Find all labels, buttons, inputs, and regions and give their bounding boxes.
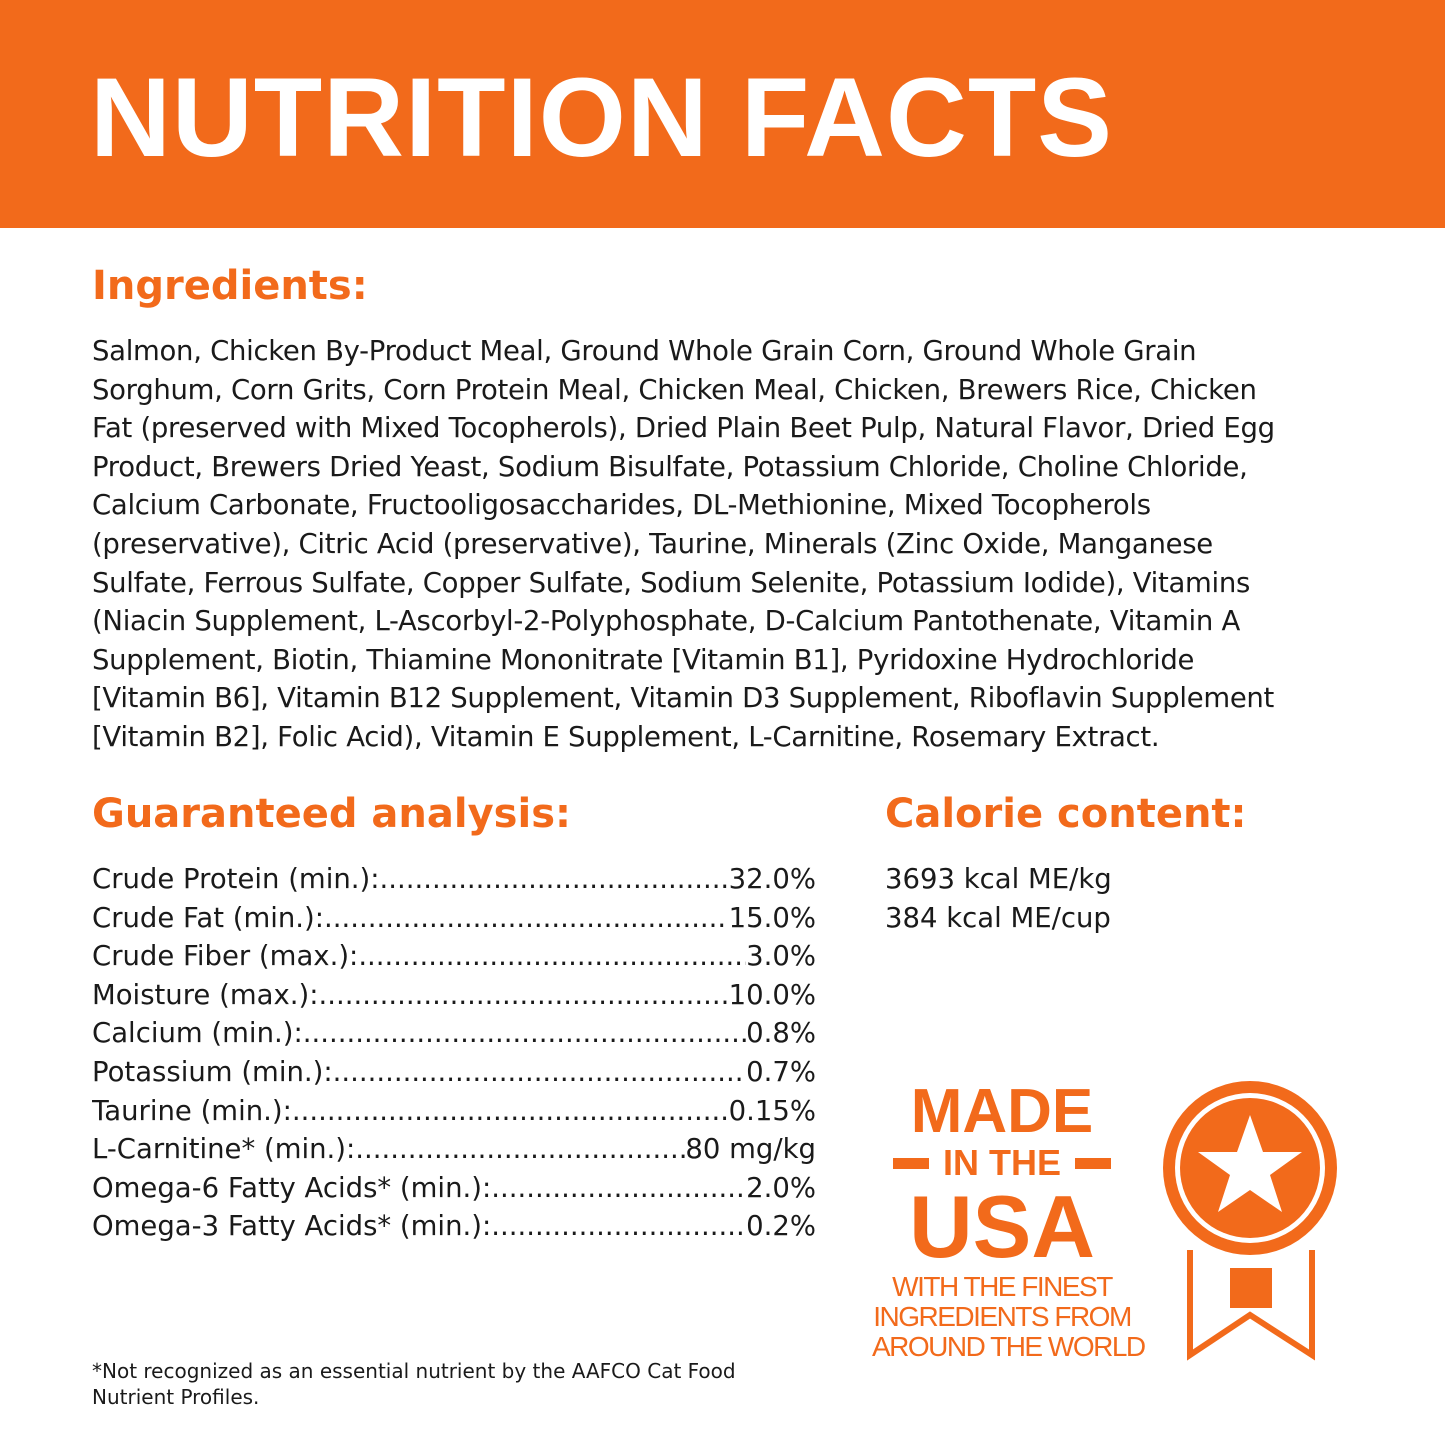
calorie-line: 384 kcal ME/cup bbox=[885, 901, 1111, 934]
analysis-row: L-Carnitine* (min.): 80 mg/kg bbox=[92, 1130, 816, 1169]
analysis-label: Crude Fat (min.): bbox=[92, 901, 325, 934]
analysis-row: Crude Protein (min.): 32.0% bbox=[92, 860, 816, 899]
dot-leader bbox=[491, 1169, 746, 1208]
analysis-heading: Guaranteed analysis: bbox=[92, 791, 572, 837]
badge-tagline: WITH THE FINEST bbox=[892, 1271, 1113, 1302]
ingredients-line: Salmon, Chicken By-Product Meal, Ground … bbox=[92, 335, 1197, 367]
dot-leader bbox=[333, 1053, 746, 1092]
analysis-value: 3.0% bbox=[746, 940, 816, 973]
analysis-label: Calcium (min.): bbox=[92, 1017, 303, 1050]
calorie-values: 3693 kcal ME/kg 384 kcal ME/cup bbox=[885, 860, 1112, 937]
analysis-row: Potassium (min.): 0.7% bbox=[92, 1053, 816, 1092]
footnote-line: *Not recognized as an essential nutrient… bbox=[92, 1359, 736, 1383]
analysis-label: Crude Fiber (max.): bbox=[92, 940, 359, 973]
ingredients-text: Salmon, Chicken By-Product Meal, Ground … bbox=[92, 332, 1275, 757]
analysis-row: Omega-3 Fatty Acids* (min.): 0.2% bbox=[92, 1207, 816, 1246]
ingredients-line: Sulfate, Ferrous Sulfate, Copper Sulfate… bbox=[92, 566, 1251, 599]
badge-dash-left bbox=[892, 1157, 929, 1169]
dot-leader bbox=[303, 1014, 746, 1053]
analysis-label: Moisture (max.): bbox=[92, 978, 319, 1011]
analysis-label: Taurine (min.): bbox=[92, 1094, 292, 1127]
dot-leader bbox=[324, 899, 729, 938]
analysis-label: Potassium (min.): bbox=[92, 1055, 333, 1088]
analysis-label: Crude Protein (min.): bbox=[92, 863, 380, 895]
analysis-row: Omega-6 Fatty Acids* (min.): 2.0% bbox=[92, 1169, 816, 1208]
badge-in-the-row: IN THE bbox=[872, 1144, 1132, 1182]
dot-leader bbox=[491, 1207, 746, 1246]
ingredients-line: Calcium Carbonate, Fructooligosaccharide… bbox=[92, 489, 1151, 522]
ingredients-line: Supplement, Biotin, Thiamine Mononitrate… bbox=[92, 643, 1195, 676]
ingredients-line: (preservative), Citric Acid (preservativ… bbox=[92, 527, 1213, 560]
analysis-row: Calcium (min.): 0.8% bbox=[92, 1014, 816, 1053]
analysis-table: Crude Protein (min.): 32.0% Crude Fat (min… bbox=[92, 860, 816, 1246]
analysis-value: 80 mg/kg bbox=[685, 1133, 816, 1166]
badge-made: MADE bbox=[910, 1077, 1094, 1146]
page-title: NUTRITION FACTS bbox=[90, 55, 1113, 180]
analysis-value: 15.0% bbox=[728, 901, 816, 934]
ingredients-line: Product, Brewers Dried Yeast, Sodium Bis… bbox=[92, 450, 1248, 483]
analysis-value: 0.2% bbox=[746, 1210, 816, 1243]
analysis-value: 0.15% bbox=[728, 1094, 816, 1127]
dot-leader bbox=[318, 976, 728, 1015]
ingredients-line: Fat (preserved with Mixed Tocopherols), … bbox=[92, 412, 1275, 445]
analysis-label: L-Carnitine* (min.): bbox=[92, 1133, 356, 1166]
header-banner: NUTRITION FACTS bbox=[0, 0, 1445, 228]
dot-leader bbox=[355, 1130, 685, 1169]
ingredients-line: [Vitamin B6], Vitamin B12 Supplement, Vi… bbox=[92, 682, 1275, 715]
analysis-row: Crude Fiber (max.): 3.0% bbox=[92, 937, 816, 976]
ingredients-line: [Vitamin B2], Folic Acid), Vitamin E Sup… bbox=[92, 720, 1160, 753]
analysis-value: 32.0% bbox=[728, 863, 816, 895]
badge-in-the: IN THE bbox=[942, 1142, 1061, 1183]
badge-tagline: AROUND THE WORLD bbox=[872, 1331, 1146, 1362]
analysis-value: 0.8% bbox=[746, 1017, 816, 1050]
dot-leader bbox=[358, 937, 746, 976]
award-ribbon-star-icon bbox=[1163, 1081, 1337, 1361]
made-in-usa-badge: MADE IN THE USA WITH THE FINEST INGREDIE… bbox=[872, 1077, 1146, 1362]
analysis-label: Omega-3 Fatty Acids* (min.): bbox=[92, 1210, 492, 1243]
analysis-label: Omega-6 Fatty Acids* (min.): bbox=[92, 1171, 492, 1204]
ingredients-heading: Ingredients: bbox=[92, 263, 368, 309]
badge-dash-right bbox=[1075, 1157, 1111, 1169]
footnote: *Not recognized as an essential nutrient… bbox=[92, 1358, 736, 1410]
calorie-line: 3693 kcal ME/kg bbox=[885, 863, 1112, 895]
analysis-row: Moisture (max.): 10.0% bbox=[92, 976, 816, 1015]
analysis-row: Crude Fat (min.): 15.0% bbox=[92, 899, 816, 938]
analysis-value: 2.0% bbox=[746, 1171, 816, 1204]
calorie-heading: Calorie content: bbox=[885, 791, 1247, 837]
ingredients-line: Sorghum, Corn Grits, Corn Protein Meal, … bbox=[92, 373, 1257, 406]
badge-usa: USA bbox=[909, 1177, 1095, 1276]
analysis-row: Taurine (min.): 0.15% bbox=[92, 1092, 816, 1131]
dot-leader bbox=[380, 860, 729, 899]
analysis-value: 0.7% bbox=[746, 1055, 816, 1088]
footnote-line: Nutrient Profiles. bbox=[92, 1385, 260, 1409]
dot-leader bbox=[292, 1092, 729, 1131]
analysis-value: 10.0% bbox=[728, 978, 816, 1011]
badge-tagline: INGREDIENTS FROM bbox=[873, 1301, 1132, 1332]
ingredients-line: (Niacin Supplement, L-Ascorbyl-2-Polypho… bbox=[92, 605, 1240, 638]
